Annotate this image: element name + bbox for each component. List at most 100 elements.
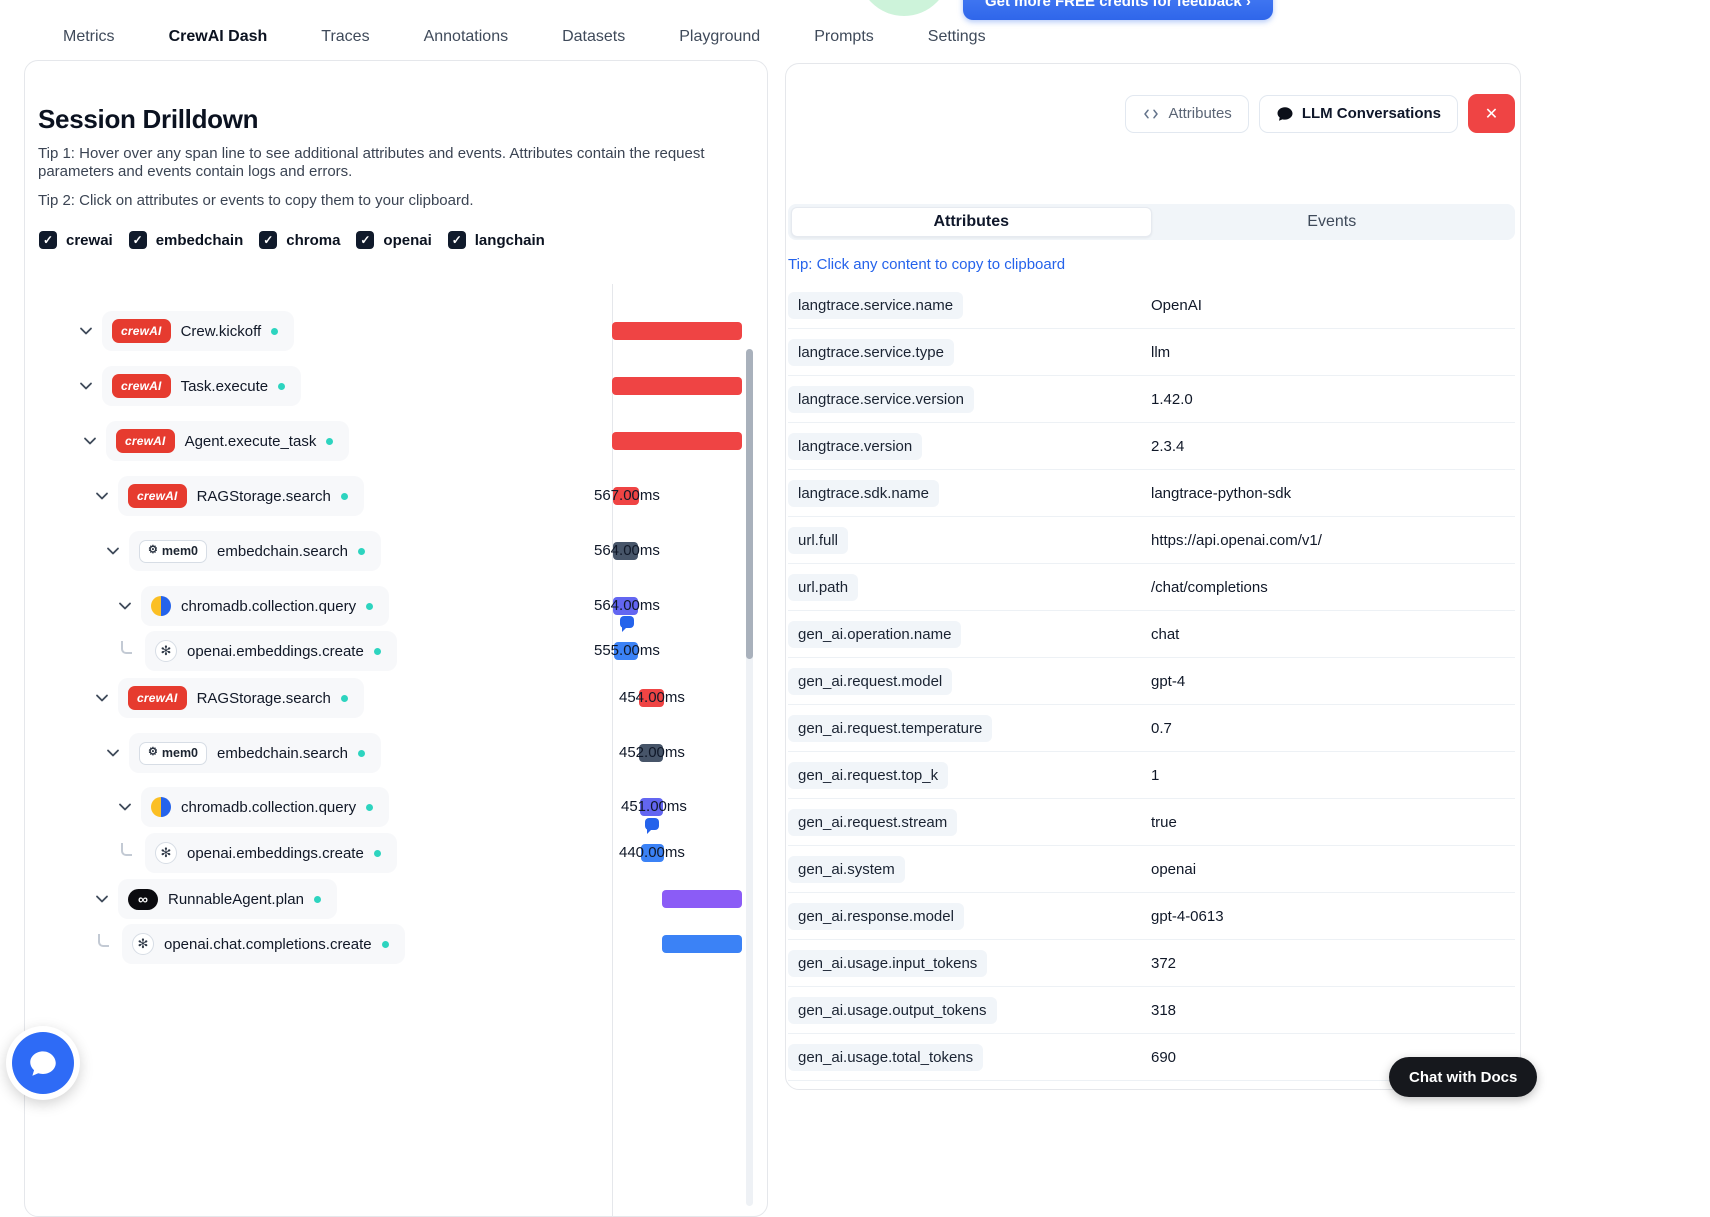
tab-attributes[interactable]: Attributes <box>791 207 1152 237</box>
attribute-value[interactable]: /chat/completions <box>1151 578 1268 596</box>
span-timeline-bar[interactable] <box>639 744 663 762</box>
attribute-key[interactable]: gen_ai.request.model <box>788 667 953 695</box>
span-name-pill[interactable]: crewAI Agent.execute_task <box>106 421 350 461</box>
attribute-value[interactable]: https://api.openai.com/v1/ <box>1151 531 1322 549</box>
checkbox-checked-icon[interactable]: ✓ <box>39 231 57 249</box>
filter-openai[interactable]: ✓ openai <box>356 231 432 249</box>
attribute-value[interactable]: 1 <box>1151 766 1160 784</box>
attribute-key[interactable]: gen_ai.system <box>788 855 905 883</box>
span-name-pill[interactable]: ⚙ mem0 embedchain.search <box>129 531 381 571</box>
conversation-bubble-icon[interactable] <box>645 818 659 834</box>
chevron-down-icon[interactable] <box>78 323 94 339</box>
attribute-key[interactable]: gen_ai.request.stream <box>788 808 958 836</box>
free-credits-button[interactable]: Get more FREE credits for feedback › <box>963 0 1273 20</box>
checkbox-checked-icon[interactable]: ✓ <box>356 231 375 249</box>
span-timeline-bar[interactable] <box>639 689 664 707</box>
attribute-key[interactable]: gen_ai.request.top_k <box>788 761 949 789</box>
close-button[interactable]: ✕ <box>1468 94 1515 133</box>
copy-tip-link[interactable]: Tip: Click any content to copy to clipbo… <box>788 256 1066 273</box>
chevron-down-icon[interactable] <box>82 433 98 449</box>
attribute-key[interactable]: url.full <box>788 526 849 554</box>
attribute-key[interactable]: langtrace.service.type <box>788 338 954 366</box>
span-name-pill[interactable]: ✻ openai.embeddings.create <box>145 631 397 671</box>
attributes-view-button[interactable]: Attributes <box>1125 94 1249 133</box>
checkbox-checked-icon[interactable]: ✓ <box>447 231 466 249</box>
attribute-key[interactable]: gen_ai.usage.total_tokens <box>788 1043 984 1071</box>
attribute-value[interactable]: openai <box>1151 860 1197 878</box>
attribute-value[interactable]: 2.3.4 <box>1151 437 1185 455</box>
attribute-value[interactable]: chat <box>1151 625 1180 643</box>
chevron-down-icon[interactable] <box>105 745 121 761</box>
attribute-key[interactable]: gen_ai.operation.name <box>788 620 962 648</box>
span-name-pill[interactable]: crewAI RAGStorage.search <box>118 678 364 718</box>
filter-embedchain[interactable]: ✓ embedchain <box>128 231 243 249</box>
span-timeline-bar[interactable] <box>614 642 638 660</box>
scrollbar-thumb[interactable] <box>746 349 753 659</box>
nav-tab-datasets[interactable]: Datasets <box>544 28 643 69</box>
attribute-key[interactable]: gen_ai.usage.input_tokens <box>788 949 988 977</box>
attribute-key[interactable]: gen_ai.request.temperature <box>788 714 993 742</box>
span-name-pill[interactable]: crewAI Task.execute <box>102 366 302 406</box>
chat-with-docs-button[interactable]: Chat with Docs <box>1389 1057 1538 1097</box>
span-name-pill[interactable]: chromadb.collection.query <box>141 787 390 827</box>
filter-chroma[interactable]: ✓ chroma <box>259 231 340 249</box>
span-name-pill[interactable]: chromadb.collection.query <box>141 586 390 626</box>
attribute-value[interactable]: 0.7 <box>1151 719 1172 737</box>
span-name-pill[interactable]: ✻ openai.embeddings.create <box>145 833 397 873</box>
attribute-value[interactable]: 372 <box>1151 954 1177 972</box>
span-name-pill[interactable]: ✻ openai.chat.completions.create <box>122 924 405 964</box>
span-name-pill[interactable]: ∞ RunnableAgent.plan <box>118 879 337 919</box>
nav-tab-prompts[interactable]: Prompts <box>796 28 892 69</box>
attribute-key[interactable]: langtrace.sdk.name <box>788 479 939 507</box>
nav-tab-metrics[interactable]: Metrics <box>45 28 133 69</box>
attribute-value[interactable]: gpt-4 <box>1151 672 1186 690</box>
span-timeline-bar[interactable] <box>612 377 742 395</box>
nav-tab-annotations[interactable]: Annotations <box>406 28 527 69</box>
attribute-value[interactable]: 1.42.0 <box>1151 390 1193 408</box>
avatar[interactable] <box>858 0 950 16</box>
attribute-value[interactable]: langtrace-python-sdk <box>1151 484 1292 502</box>
attribute-value[interactable]: OpenAI <box>1151 296 1202 314</box>
attribute-value[interactable]: 318 <box>1151 1001 1177 1019</box>
span-timeline-bar[interactable] <box>612 322 742 340</box>
attribute-value[interactable]: true <box>1151 813 1177 831</box>
chat-widget-button[interactable] <box>6 1026 80 1100</box>
span-name-pill[interactable]: crewAI Crew.kickoff <box>102 311 295 351</box>
attribute-key[interactable]: langtrace.service.name <box>788 291 964 319</box>
filter-crewai[interactable]: ✓ crewai <box>39 231 113 249</box>
chevron-down-icon[interactable] <box>78 378 94 394</box>
span-timeline-bar[interactable] <box>640 798 663 816</box>
nav-tab-playground[interactable]: Playground <box>661 28 778 69</box>
span-timeline-bar[interactable] <box>641 844 664 862</box>
attribute-key[interactable]: langtrace.version <box>788 432 923 460</box>
chevron-down-icon[interactable] <box>117 799 133 815</box>
span-timeline-bar[interactable] <box>613 597 638 615</box>
chevron-down-icon[interactable] <box>94 891 110 907</box>
conversation-bubble-icon[interactable] <box>620 616 634 632</box>
filter-langchain[interactable]: ✓ langchain <box>447 231 545 249</box>
chevron-down-icon[interactable] <box>94 488 110 504</box>
checkbox-checked-icon[interactable]: ✓ <box>128 231 147 249</box>
chevron-down-icon[interactable] <box>117 598 133 614</box>
attribute-key[interactable]: gen_ai.response.model <box>788 902 964 930</box>
span-timeline-bar[interactable] <box>662 890 742 908</box>
attribute-value[interactable]: gpt-4-0613 <box>1151 907 1224 925</box>
chevron-down-icon[interactable] <box>105 543 121 559</box>
attribute-key[interactable]: gen_ai.usage.output_tokens <box>788 996 997 1024</box>
attribute-key[interactable]: url.path <box>788 573 859 601</box>
nav-tab-traces[interactable]: Traces <box>303 28 387 69</box>
attribute-value[interactable]: llm <box>1151 343 1171 361</box>
attribute-value[interactable]: 690 <box>1151 1048 1177 1066</box>
span-timeline-bar[interactable] <box>662 935 742 953</box>
chevron-down-icon[interactable] <box>94 690 110 706</box>
span-name-pill[interactable]: crewAI RAGStorage.search <box>118 476 364 516</box>
checkbox-checked-icon[interactable]: ✓ <box>259 231 278 249</box>
span-timeline-bar[interactable] <box>613 487 639 505</box>
attribute-key[interactable]: langtrace.service.version <box>788 385 974 413</box>
span-name-pill[interactable]: ⚙ mem0 embedchain.search <box>129 733 381 773</box>
tab-events[interactable]: Events <box>1307 213 1357 230</box>
nav-tab-settings[interactable]: Settings <box>910 28 1004 69</box>
llm-conversations-button[interactable]: LLM Conversations <box>1258 94 1458 133</box>
span-timeline-bar[interactable] <box>613 542 638 560</box>
span-timeline-bar[interactable] <box>612 432 742 450</box>
